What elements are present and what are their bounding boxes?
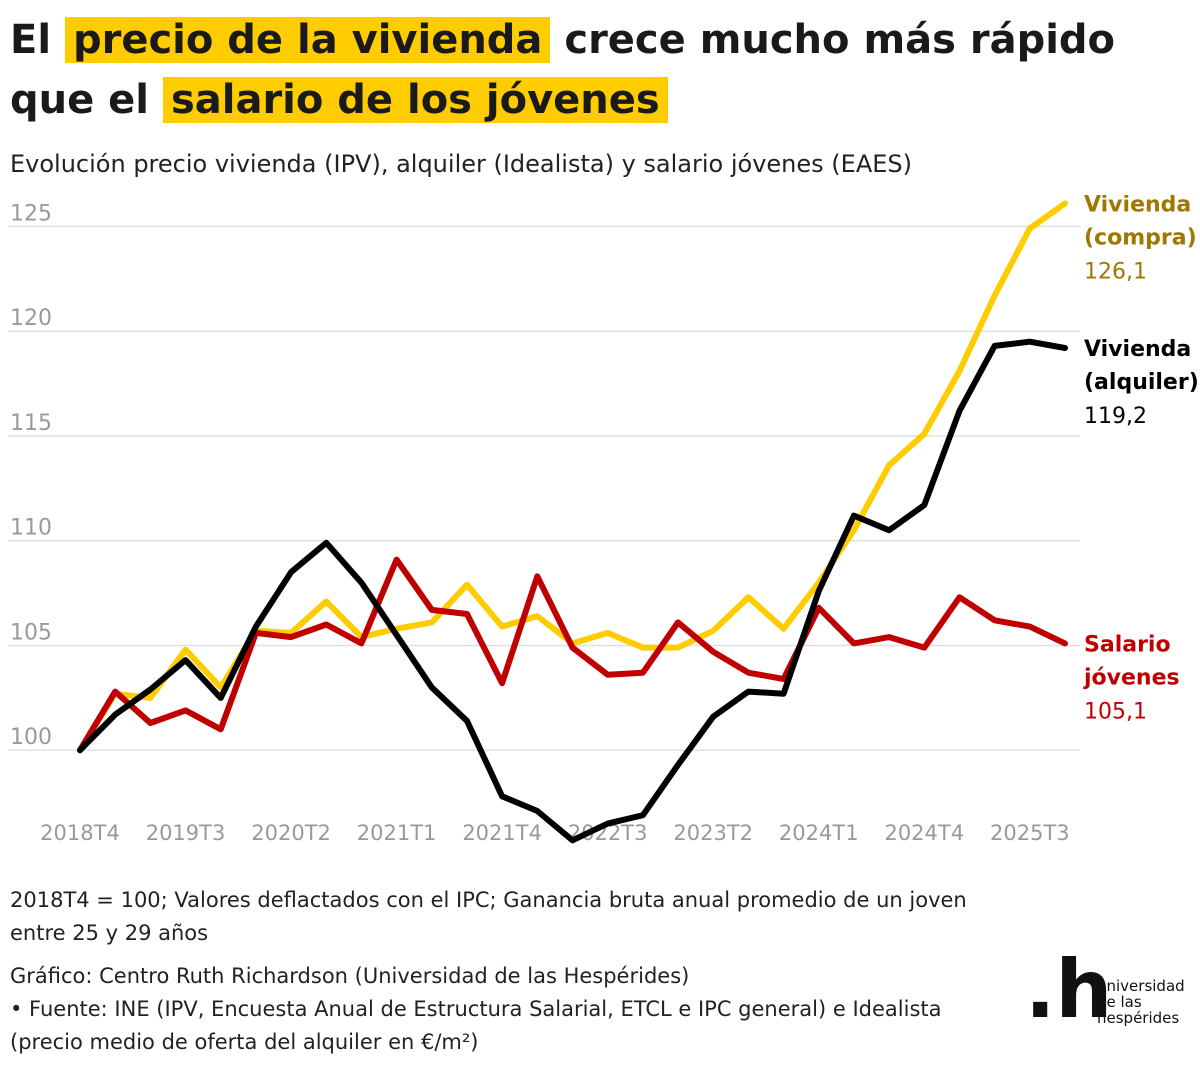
title-part1: El [10, 17, 52, 63]
end-label-value-compra: 126,1 [1084, 259, 1147, 284]
x-tick-label-2025T3: 2025T3 [990, 821, 1070, 845]
end-label-name1-compra: Vivienda [1084, 195, 1191, 217]
chart-notes: 2018T4 = 100; Valores deflactados con el… [10, 884, 990, 1059]
logo-line3: hespérides [1097, 1009, 1180, 1027]
x-tick-label-2021T1: 2021T1 [357, 821, 437, 845]
series-line-alquiler [77, 338, 1068, 844]
y-tick-label-120: 120 [10, 306, 52, 331]
title-part3: que el [10, 77, 150, 123]
x-tick-label-2018T4: 2018T4 [40, 821, 120, 845]
logo-mark: .h [1025, 943, 1113, 1036]
university-logo: .h universidad de las hespérides [1025, 950, 1185, 1030]
y-tick-label-115: 115 [10, 411, 52, 436]
logo-line2: de las [1097, 993, 1142, 1011]
end-label-name2-alquiler: (alquiler) [1084, 370, 1199, 395]
x-tick-label-2023T2: 2023T2 [673, 821, 753, 845]
note-source: • Fuente: INE (IPV, Encuesta Anual de Es… [10, 997, 942, 1054]
x-tick-label-2021T4: 2021T4 [462, 821, 542, 845]
end-label-name1-salario: Salario [1084, 632, 1171, 657]
line-chart: 100 105 110 115 120 125 2018T4 2019T3 2020T2 2021… [8, 195, 1199, 845]
end-label-name1-alquiler: Vivienda [1084, 337, 1191, 362]
end-label-value-salario: 105,1 [1084, 699, 1147, 724]
grid-layer: 100 105 110 115 120 125 2018T4 2019T3 2020T2 2021… [8, 201, 1080, 845]
note-base: 2018T4 = 100; Valores deflactados con el… [10, 888, 967, 945]
end-label-name2-salario: jóvenes [1083, 665, 1180, 690]
note-credit: Gráfico: Centro Ruth Richardson (Univers… [10, 964, 690, 988]
logo-line1: universidad [1097, 977, 1185, 995]
series-layer [77, 200, 1068, 844]
y-tick-label-100: 100 [10, 725, 52, 750]
x-tick-label-2020T2: 2020T2 [251, 821, 331, 845]
logo-words: universidad de las hespérides [1097, 978, 1185, 1026]
x-tick-label-2024T4: 2024T4 [884, 821, 964, 845]
y-tick-label-105: 105 [10, 620, 52, 645]
x-tick-label-2019T3: 2019T3 [146, 821, 226, 845]
title-highlight-vivienda: precio de la vivienda [64, 17, 551, 63]
label-layer: Vivienda (compra) 126,1 Vivienda (alquiler) 1… [1083, 195, 1199, 724]
chart-title: El precio de la vivienda crece mucho más… [10, 10, 1190, 130]
y-tick-label-125: 125 [10, 201, 52, 226]
series-line-salario [77, 556, 1068, 754]
y-tick-label-110: 110 [10, 516, 52, 541]
chart-subtitle: Evolución precio vivienda (IPV), alquile… [10, 150, 912, 178]
title-highlight-salario: salario de los jóvenes [162, 77, 668, 123]
title-part2: crece mucho más rápido [564, 17, 1116, 63]
x-tick-label-2024T1: 2024T1 [779, 821, 859, 845]
end-label-name2-compra: (compra) [1084, 225, 1197, 250]
end-label-value-alquiler: 119,2 [1084, 404, 1147, 429]
series-line-compra [77, 200, 1068, 754]
